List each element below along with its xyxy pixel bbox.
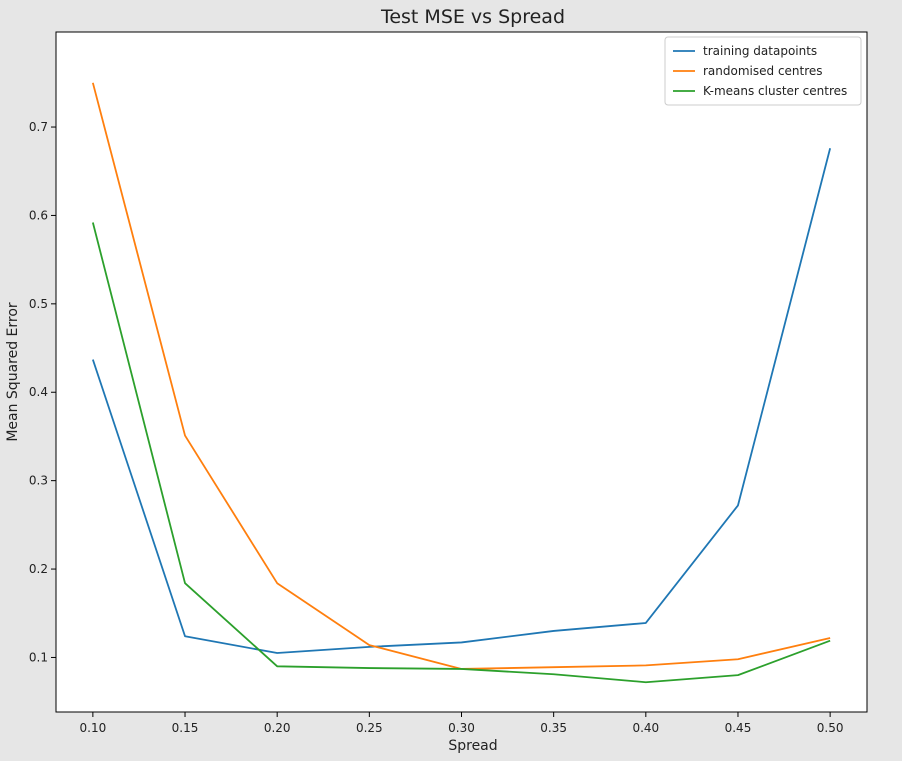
y-tick-label-3: 0.4 bbox=[29, 385, 48, 399]
x-axis: 0.10 0.15 0.20 0.25 0.30 0.35 0.40 0.45 0.50 bbox=[80, 712, 844, 735]
series-2-point-4 bbox=[461, 668, 463, 670]
series-1-point-8 bbox=[829, 637, 831, 639]
legend-label-2: K-means cluster centres bbox=[703, 84, 847, 98]
series-2-point-6 bbox=[645, 681, 647, 683]
series-line-2 bbox=[91, 222, 831, 684]
series-0-point-5 bbox=[553, 630, 555, 632]
series-2-point-1 bbox=[184, 582, 186, 584]
y-tick-label-0: 0.1 bbox=[29, 650, 48, 664]
series-1-point-3 bbox=[368, 644, 370, 646]
series-0-point-1 bbox=[184, 635, 186, 637]
legend-box bbox=[664, 36, 862, 106]
y-tick-label-5: 0.6 bbox=[29, 208, 48, 222]
series-1-point-0 bbox=[92, 82, 94, 84]
series-1-point-2 bbox=[276, 582, 278, 584]
y-axis-title: Mean Squared Error bbox=[5, 302, 21, 442]
series-0-point-6 bbox=[645, 622, 647, 624]
series-layer bbox=[91, 82, 832, 684]
x-tick-label-0: 0.10 bbox=[80, 721, 107, 735]
series-1-point-6 bbox=[645, 664, 647, 666]
x-tick-label-7: 0.45 bbox=[725, 721, 752, 735]
y-tick-label-1: 0.2 bbox=[29, 562, 48, 576]
x-tick-label-3: 0.25 bbox=[356, 721, 383, 735]
series-0-point-4 bbox=[461, 641, 463, 643]
x-tick-label-1: 0.15 bbox=[172, 721, 199, 735]
series-2-point-7 bbox=[737, 674, 739, 676]
series-2-point-8 bbox=[829, 640, 831, 642]
y-axis: 0.1 0.2 0.3 0.4 0.5 0.6 0.7 bbox=[29, 120, 56, 664]
series-1-point-5 bbox=[553, 666, 555, 668]
x-tick-label-5: 0.35 bbox=[540, 721, 567, 735]
series-0-point-8 bbox=[829, 147, 831, 149]
series-2-point-2 bbox=[276, 665, 278, 667]
series-line-0 bbox=[92, 148, 832, 654]
series-1-point-1 bbox=[184, 435, 186, 437]
legend: training datapoints randomised centres K-m… bbox=[664, 36, 862, 106]
x-tick-label-6: 0.40 bbox=[632, 721, 659, 735]
y-tick-label-2: 0.3 bbox=[29, 474, 48, 488]
x-tick-label-8: 0.50 bbox=[817, 721, 844, 735]
series-0-point-0 bbox=[92, 359, 94, 361]
series-2-point-0 bbox=[92, 222, 94, 224]
x-tick-label-4: 0.30 bbox=[448, 721, 475, 735]
series-0-point-2 bbox=[276, 652, 278, 654]
x-tick-label-2: 0.20 bbox=[264, 721, 291, 735]
legend-label-0: training datapoints bbox=[703, 44, 817, 58]
plot-area bbox=[56, 32, 867, 712]
legend-label-1: randomised centres bbox=[703, 64, 823, 78]
x-axis-title: Spread bbox=[448, 738, 497, 754]
series-2-point-5 bbox=[553, 673, 555, 675]
y-tick-label-6: 0.7 bbox=[29, 120, 48, 134]
series-0-point-7 bbox=[737, 504, 739, 506]
series-2-point-3 bbox=[368, 667, 370, 669]
chart-title: Test MSE vs Spread bbox=[380, 6, 565, 28]
y-tick-label-4: 0.5 bbox=[29, 297, 48, 311]
series-1-point-7 bbox=[737, 658, 739, 660]
